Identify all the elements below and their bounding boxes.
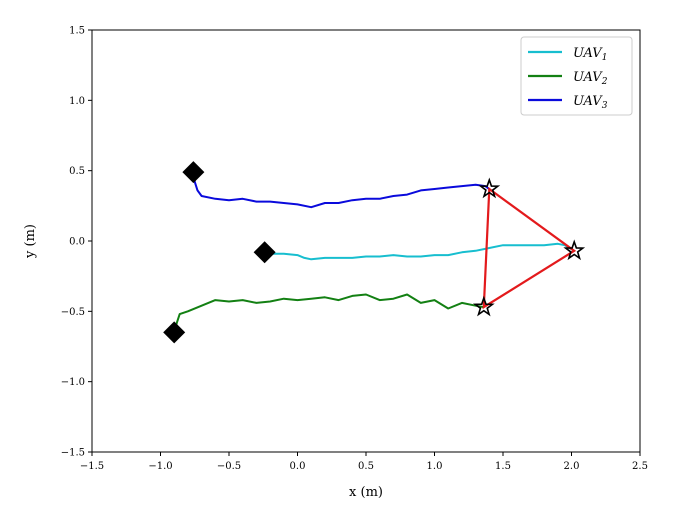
- legend-label-uav2: UAV2: [573, 70, 608, 87]
- end-marker-star: [563, 239, 586, 261]
- y-tick-label: −1.5: [61, 448, 85, 459]
- x-tick-label: 2.0: [564, 461, 580, 472]
- legend-label-uav3: UAV3: [573, 94, 608, 111]
- x-tick-label: −0.5: [217, 461, 241, 472]
- y-axis-label: y (m): [23, 224, 38, 259]
- plot-area: [163, 161, 586, 344]
- legend-box: [520, 36, 633, 116]
- axes-frame: [91, 29, 641, 453]
- end-marker-star: [472, 295, 495, 317]
- axis-ticks: −1.5 −1.0 −0.5 0.0 0.5 1.0 1.5 2.0 2.5 −1.5 −1.0 −0…: [61, 26, 648, 473]
- y-tick-label: −1.0: [61, 377, 85, 388]
- start-marker-diamond: [163, 321, 186, 344]
- start-marker-diamond: [182, 161, 205, 184]
- x-tick-label: 1.0: [427, 461, 443, 472]
- y-tick-label: 1.5: [69, 26, 85, 37]
- series-line-uav2: [173, 293, 485, 334]
- start-marker-diamond: [253, 241, 276, 264]
- legend-label-uav1: UAV1: [573, 46, 607, 63]
- series-line-uav3: [192, 171, 491, 209]
- x-axis-label: x (m): [349, 485, 383, 500]
- formation-triangle: [482, 186, 577, 310]
- y-tick-label: 1.0: [69, 96, 85, 107]
- y-tick-label: −0.5: [61, 307, 85, 318]
- x-tick-label: −1.5: [80, 461, 104, 472]
- x-tick-label: 0.5: [358, 461, 374, 472]
- y-tick-label: 0.5: [69, 166, 85, 177]
- x-tick-label: 1.5: [495, 461, 511, 472]
- x-tick-label: −1.0: [148, 461, 172, 472]
- y-tick-label: 0.0: [69, 237, 85, 248]
- x-tick-label: 0.0: [290, 461, 306, 472]
- x-tick-label: 2.5: [632, 461, 648, 472]
- legend: UAV1 UAV2 UAV3: [520, 36, 633, 116]
- end-marker-star: [478, 177, 501, 199]
- series-line-uav1: [263, 242, 576, 261]
